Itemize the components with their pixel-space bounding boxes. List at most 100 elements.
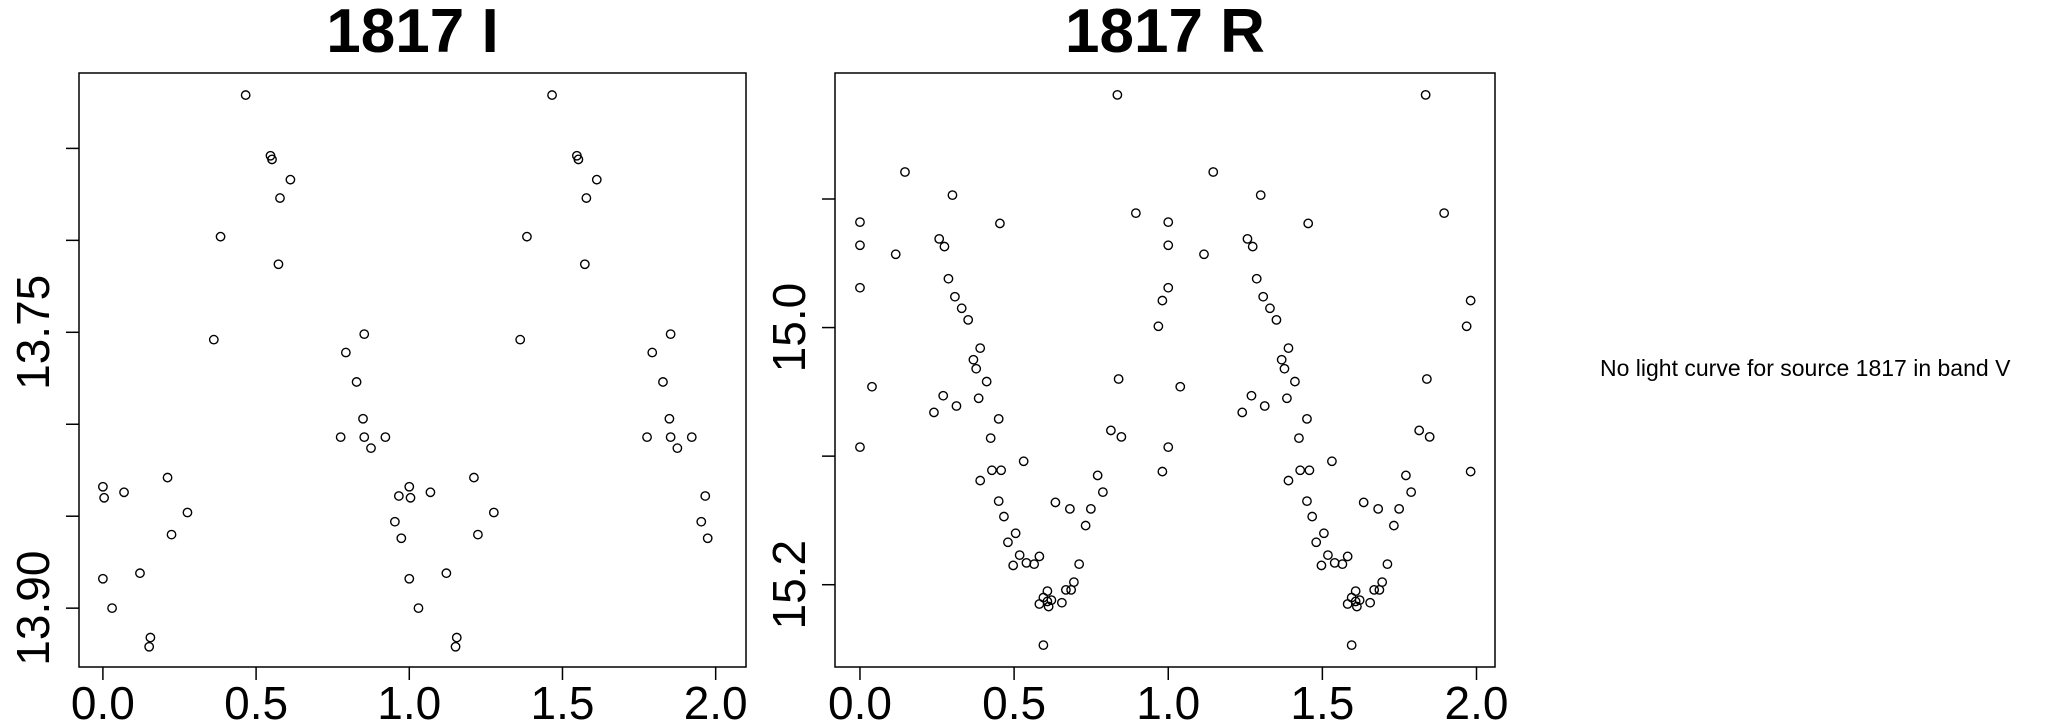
x-tick-label: 2.0 [684, 677, 748, 722]
data-point [1042, 596, 1053, 607]
data-point [934, 233, 945, 244]
data-point [981, 376, 992, 387]
data-point [359, 329, 370, 340]
data-point [451, 632, 462, 643]
data-point [1060, 584, 1071, 595]
data-point [1406, 487, 1417, 498]
data-point [335, 432, 346, 443]
data-point [97, 573, 108, 584]
data-point [1465, 295, 1476, 306]
data-point [1282, 393, 1292, 404]
x-tick-label: 0.5 [982, 677, 1046, 722]
data-point [1461, 321, 1472, 332]
data-point [1279, 363, 1290, 374]
data-point [672, 443, 683, 454]
data-point [1010, 528, 1021, 539]
data-point [1302, 413, 1312, 424]
data-point [1043, 601, 1054, 612]
data-point [573, 154, 584, 165]
data-point [1085, 503, 1096, 514]
data-point [425, 487, 436, 498]
data-point [867, 381, 877, 392]
data-point [642, 432, 652, 443]
data-point [947, 190, 958, 201]
data-point [665, 329, 676, 340]
data-point [1414, 425, 1425, 436]
data-point [1050, 497, 1061, 508]
data-point [1295, 465, 1306, 476]
data-point [1175, 381, 1186, 392]
data-point [1319, 528, 1329, 539]
panel-title: 1817 I [326, 0, 498, 66]
plot-box [834, 72, 1496, 668]
data-point [1003, 537, 1013, 548]
data-point [285, 174, 296, 185]
data-point [1337, 559, 1348, 570]
x-tick-label: 2.0 [1445, 677, 1509, 722]
data-point [515, 334, 526, 345]
data-point [182, 507, 193, 518]
data-point [1112, 89, 1123, 100]
data-point [1294, 433, 1304, 444]
data-point [993, 413, 1004, 424]
data-point [1346, 640, 1357, 651]
data-point [488, 507, 499, 518]
data-point [1008, 560, 1019, 571]
data-point [1247, 241, 1258, 252]
data-point [890, 249, 901, 260]
data-point [973, 393, 984, 404]
data-point [145, 632, 156, 643]
data-point [950, 291, 960, 302]
data-point [273, 259, 284, 270]
data-point [968, 354, 979, 365]
data-point [1421, 374, 1432, 384]
data-point [1350, 596, 1361, 607]
data-point [1465, 466, 1476, 477]
data-point [340, 347, 351, 358]
data-point [135, 568, 145, 579]
panel: 1817 I 0.0 0.5 1.0 1.5 2.0 13.75 13.90 [7, 0, 748, 722]
data-point [1163, 282, 1174, 293]
data-point [441, 568, 452, 579]
data-point [1163, 442, 1174, 453]
data-point [1029, 559, 1040, 570]
data-point [522, 231, 532, 242]
data-point [166, 529, 177, 540]
x-tick-label: 1.0 [377, 677, 441, 722]
data-point [1092, 470, 1103, 481]
data-point [267, 154, 277, 165]
data-point [1034, 551, 1045, 562]
data-point [1069, 577, 1079, 588]
data-point [1307, 511, 1318, 522]
data-point [1021, 557, 1032, 568]
data-point [97, 481, 108, 492]
message: No light curve for source 1817 in band V [1600, 355, 2011, 381]
data-point [1157, 466, 1168, 477]
data-point [1394, 503, 1405, 514]
panel: 1817 R 0.0 0.5 1.0 1.5 2.0 15.0 15.2 [763, 0, 1508, 722]
y-tick-label: 15.0 [763, 283, 815, 373]
plot-box [78, 72, 747, 668]
data-point [1153, 321, 1164, 332]
y-tick-label: 15.2 [763, 540, 815, 630]
data-point [1046, 595, 1057, 606]
data-point [1302, 496, 1312, 507]
data-point [450, 641, 461, 652]
data-point [1163, 240, 1174, 251]
data-point [99, 492, 110, 503]
data-point [1369, 584, 1380, 595]
data-point [1377, 577, 1388, 588]
data-point [581, 193, 592, 203]
x-tick-label: 0.5 [224, 677, 288, 722]
data-point [1265, 303, 1275, 314]
data-point [404, 481, 415, 492]
data-point [702, 533, 713, 544]
data-point [380, 432, 391, 443]
data-point [1271, 314, 1282, 325]
data-point [696, 516, 707, 527]
data-point [1018, 456, 1029, 467]
data-point [1382, 559, 1393, 570]
data-point [1439, 208, 1450, 219]
data-point [1199, 249, 1209, 260]
